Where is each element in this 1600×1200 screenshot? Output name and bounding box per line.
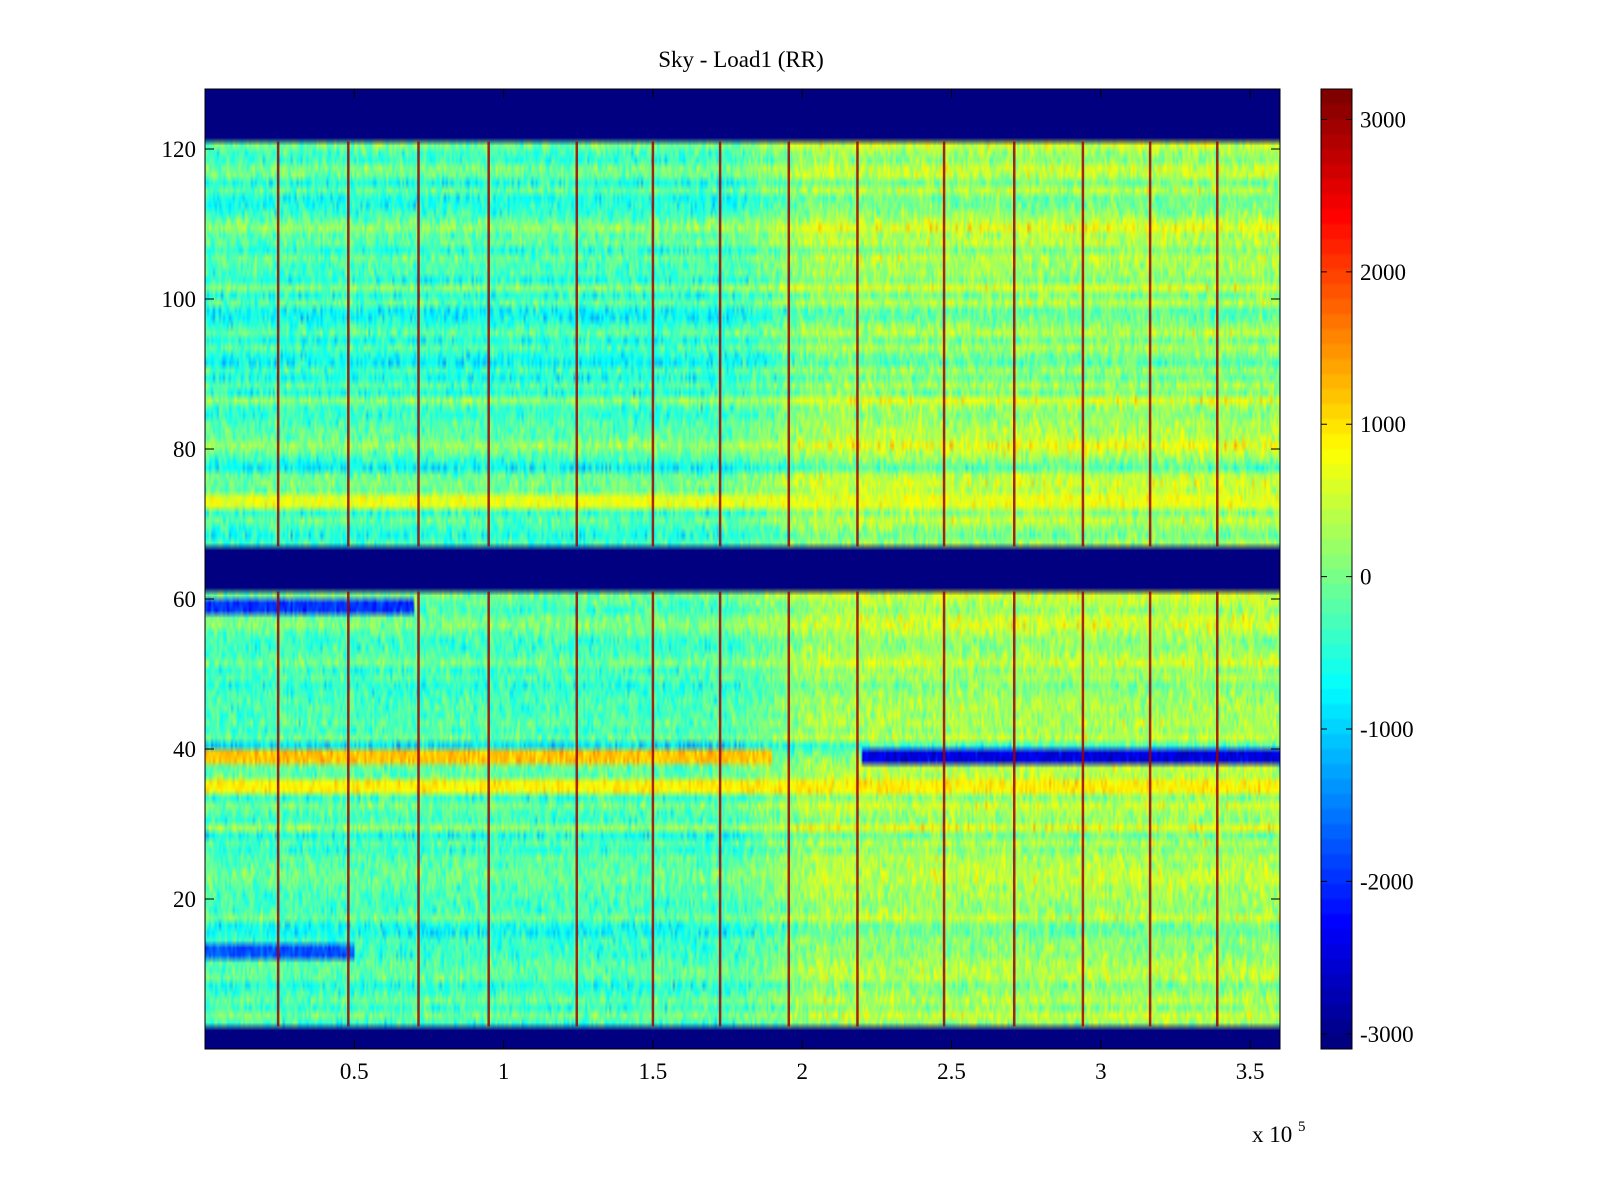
y-tick-label-5: 120	[162, 137, 197, 162]
colorbar-tick-label-5: -2000	[1360, 869, 1414, 894]
x-tick-label-1: 1	[498, 1059, 510, 1084]
colorbar-tick-label-1: 2000	[1360, 260, 1406, 285]
colorbar-gradient	[1321, 89, 1352, 1049]
y-tick-label-0: 20	[173, 887, 196, 912]
x-tick-label-3: 2	[796, 1059, 808, 1084]
colorbar-frame	[1320, 88, 1353, 1050]
x-axis-ticks: 0.5 1 1.5 2 2.5 3 3.5	[340, 89, 1265, 1084]
y-tick-label-1: 40	[173, 737, 196, 762]
colorbar-tick-label-0: 3000	[1360, 107, 1406, 132]
colorbar-tick-label-2: 1000	[1360, 412, 1406, 437]
spike-columns	[276, 141, 1219, 1027]
colorbar-ticks: 3000 2000 1000 0 -1000 -2000 -3000	[1321, 107, 1414, 1047]
x-tick-label-6: 3.5	[1236, 1059, 1265, 1084]
x-tick-label-5: 3	[1095, 1059, 1107, 1084]
colorbar: 3000 2000 1000 0 -1000 -2000 -3000	[1320, 88, 1414, 1050]
heatmap-image	[205, 89, 1280, 1049]
y-tick-label-2: 60	[173, 587, 196, 612]
x-multiplier-base: x 10	[1252, 1122, 1292, 1147]
x-tick-label-4: 2.5	[937, 1059, 966, 1084]
plot-frame	[204, 88, 1281, 1050]
chart-title: Sky - Load1 (RR)	[658, 47, 823, 72]
colorbar-tick-label-3: 0	[1360, 565, 1372, 590]
x-tick-label-2: 1.5	[639, 1059, 668, 1084]
x-tick-label-0: 0.5	[340, 1059, 369, 1084]
x-multiplier-exponent: 5	[1298, 1119, 1306, 1135]
y-tick-label-3: 80	[173, 437, 196, 462]
y-axis-ticks: 20 40 60 80 100 120	[162, 137, 1280, 912]
y-tick-label-4: 100	[162, 287, 197, 312]
heatmap	[205, 89, 1280, 1049]
colorbar-tick-label-6: -3000	[1360, 1022, 1414, 1047]
x-axis-multiplier: x 10 5	[1252, 1119, 1306, 1147]
colorbar-tick-label-4: -1000	[1360, 717, 1414, 742]
axes-frame	[204, 88, 1281, 1050]
